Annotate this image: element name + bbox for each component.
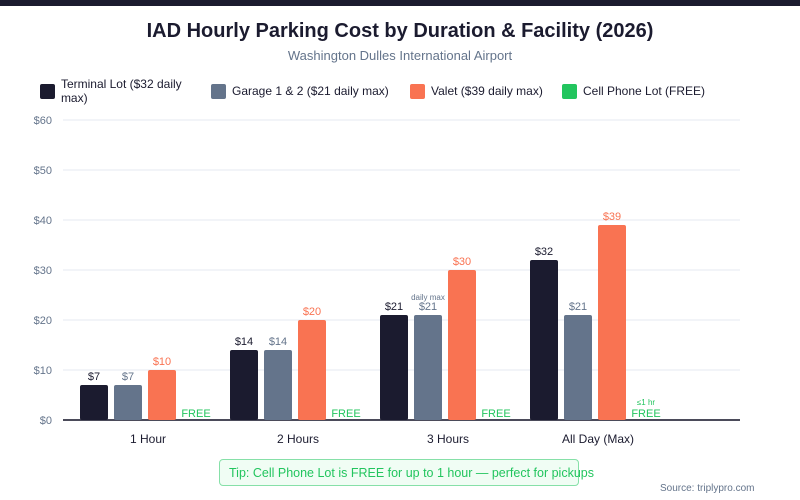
- x-tick-label: 3 Hours: [427, 432, 469, 446]
- data-label: $7: [122, 371, 134, 383]
- bar[interactable]: [448, 270, 476, 420]
- legend-swatch: [562, 83, 577, 99]
- bar[interactable]: [380, 315, 408, 420]
- legend-item-garage[interactable]: Garage 1 & 2 ($21 daily max): [211, 77, 410, 105]
- legend-label: Garage 1 & 2 ($21 daily max): [232, 84, 389, 98]
- data-label: $21: [419, 301, 437, 313]
- legend-label: Cell Phone Lot (FREE): [583, 84, 706, 98]
- data-label: $7: [88, 371, 100, 383]
- data-label: $32: [535, 246, 553, 258]
- x-tick-label: 1 Hour: [130, 432, 166, 446]
- data-label: $21: [569, 301, 587, 313]
- legend-swatch: [211, 83, 226, 99]
- data-label-free: FREE: [331, 408, 360, 420]
- bar[interactable]: [114, 385, 142, 420]
- data-label-free: FREE: [481, 408, 510, 420]
- bar[interactable]: [298, 320, 326, 420]
- legend-label: Valet ($39 daily max): [431, 84, 543, 98]
- bar[interactable]: [148, 370, 176, 420]
- legend-item-valet[interactable]: Valet ($39 daily max): [410, 77, 562, 105]
- data-label: $39: [603, 211, 621, 223]
- legend: Terminal Lot ($32 daily max) Garage 1 & …: [40, 77, 705, 105]
- y-tick-label: $30: [34, 265, 52, 277]
- data-label-free: FREE: [631, 408, 660, 420]
- bar[interactable]: [230, 350, 258, 420]
- data-label: $14: [269, 336, 287, 348]
- legend-label: Terminal Lot ($32 daily max): [60, 77, 182, 105]
- bar[interactable]: [264, 350, 292, 420]
- x-tick-label: 2 Hours: [277, 432, 319, 446]
- y-tick-label: $0: [40, 415, 52, 427]
- data-label: $21: [385, 301, 403, 313]
- bar[interactable]: [80, 385, 108, 420]
- legend-item-cellphone[interactable]: Cell Phone Lot (FREE): [562, 77, 705, 105]
- legend-swatch: [410, 83, 425, 99]
- x-tick-label: All Day (Max): [562, 432, 634, 446]
- chart-subtitle: Washington Dulles International Airport: [287, 48, 513, 63]
- legend-swatch: [40, 83, 55, 99]
- bar[interactable]: [414, 315, 442, 420]
- tip-text: Tip: Cell Phone Lot is FREE for up to 1 …: [229, 465, 594, 480]
- source-text: Source: triplypro.com: [660, 483, 755, 494]
- top-bar: [0, 0, 800, 6]
- bar[interactable]: [530, 260, 558, 420]
- tip-box: Tip: Cell Phone Lot is FREE for up to 1 …: [219, 459, 594, 486]
- data-label: $14: [235, 336, 253, 348]
- data-label: $20: [303, 306, 321, 318]
- y-tick-label: $50: [34, 165, 52, 177]
- annotation-daily-max: daily max: [411, 293, 445, 302]
- bar[interactable]: [564, 315, 592, 420]
- annotation-1hr: ≤1 hr: [637, 398, 656, 407]
- bar[interactable]: [598, 225, 626, 420]
- data-label-free: FREE: [181, 408, 210, 420]
- data-label: $10: [153, 356, 171, 368]
- y-tick-label: $20: [34, 315, 52, 327]
- y-tick-label: $10: [34, 365, 52, 377]
- chart-title: IAD Hourly Parking Cost by Duration & Fa…: [146, 20, 654, 42]
- y-tick-label: $40: [34, 215, 52, 227]
- legend-item-terminal[interactable]: Terminal Lot ($32 daily max): [40, 77, 211, 105]
- y-tick-label: $60: [34, 115, 52, 127]
- data-label: $30: [453, 256, 471, 268]
